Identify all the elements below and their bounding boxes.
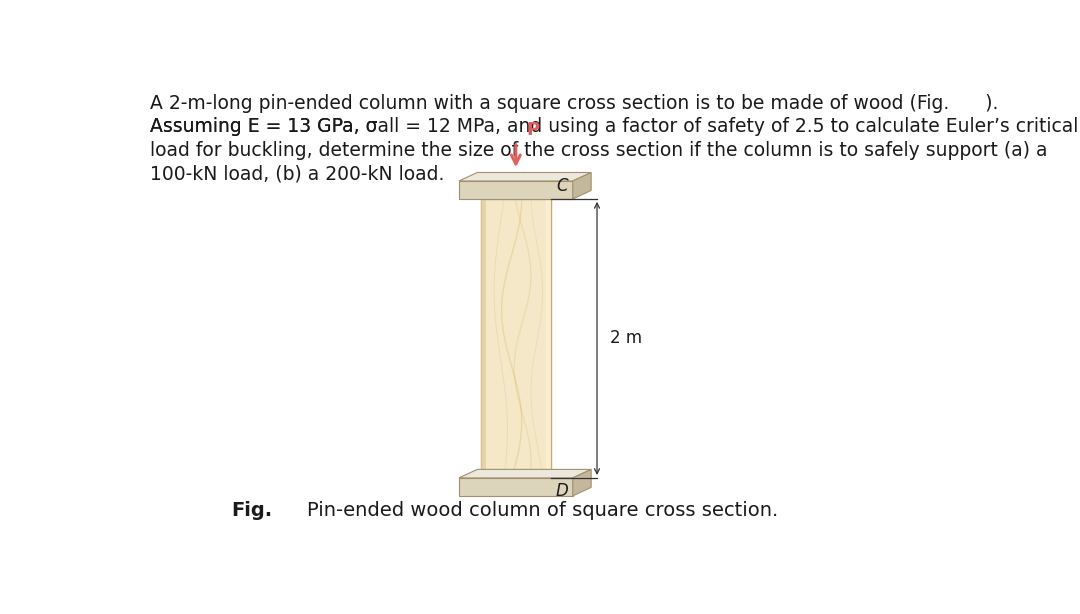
Text: C: C <box>556 177 568 195</box>
Text: load for buckling, determine the size of the cross section if the column is to s: load for buckling, determine the size of… <box>150 141 1048 160</box>
Bar <box>459 478 572 496</box>
Text: A 2-m-long pin-ended column with a square cross section is to be made of wood (F: A 2-m-long pin-ended column with a squar… <box>150 93 998 112</box>
Text: Assuming E = 13 GPa, σall = 12 MPa, and using a factor of safety of 2.5 to calcu: Assuming E = 13 GPa, σall = 12 MPa, and … <box>150 117 1079 136</box>
Text: Fig.: Fig. <box>231 502 272 521</box>
Bar <box>459 181 572 199</box>
Text: Assuming E = 13 GPa, σ: Assuming E = 13 GPa, σ <box>150 117 378 136</box>
Bar <box>545 199 551 478</box>
Polygon shape <box>572 173 591 199</box>
Polygon shape <box>572 469 591 496</box>
Text: D: D <box>556 482 569 500</box>
Polygon shape <box>459 469 591 478</box>
Bar <box>481 199 486 478</box>
Text: 100-kN load, (b) a 200-kN load.: 100-kN load, (b) a 200-kN load. <box>150 165 445 184</box>
Bar <box>481 199 551 478</box>
Polygon shape <box>459 173 591 181</box>
Text: 2 m: 2 m <box>609 330 642 348</box>
Text: Pin-ended wood column of square cross section.: Pin-ended wood column of square cross se… <box>307 502 778 521</box>
Text: P: P <box>526 122 539 139</box>
